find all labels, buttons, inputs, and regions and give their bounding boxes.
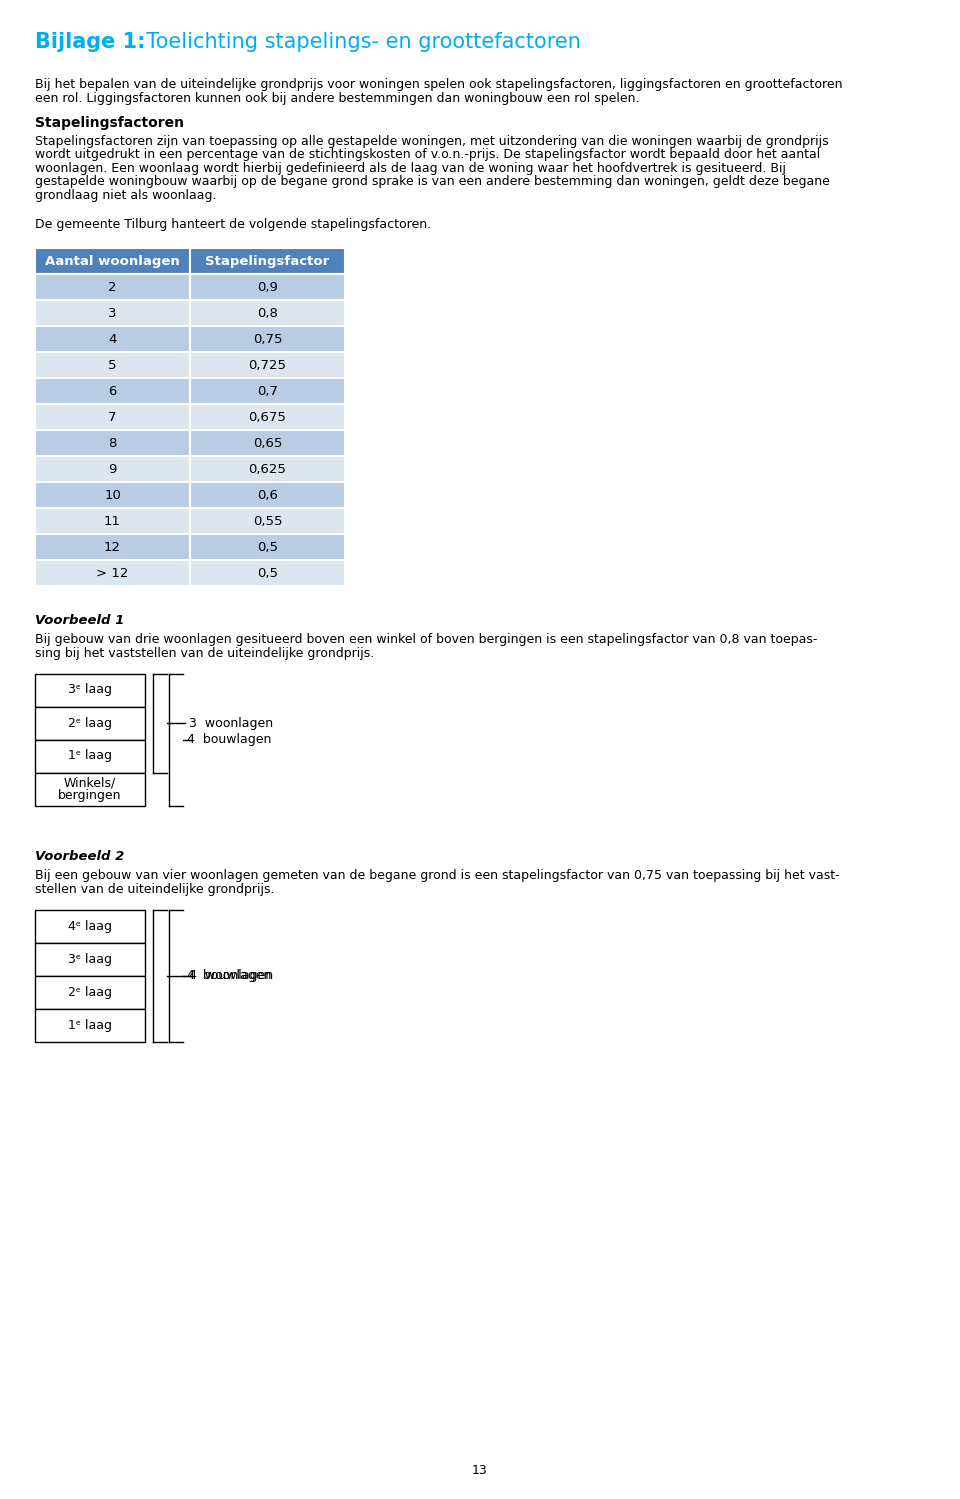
Text: 3  woonlagen: 3 woonlagen bbox=[189, 717, 274, 730]
Text: 0,65: 0,65 bbox=[252, 436, 282, 450]
Text: 4  woonlagen: 4 woonlagen bbox=[189, 970, 274, 982]
Text: Stapelingsfactoren zijn van toepassing op alle gestapelde woningen, met uitzonde: Stapelingsfactoren zijn van toepassing o… bbox=[35, 135, 828, 148]
Text: 1ᵉ laag: 1ᵉ laag bbox=[68, 1019, 112, 1031]
Bar bbox=[35, 910, 145, 943]
Bar bbox=[35, 673, 145, 706]
Text: 11: 11 bbox=[104, 514, 121, 528]
Text: 3ᵉ laag: 3ᵉ laag bbox=[68, 684, 112, 697]
Text: 4  bouwlagen: 4 bouwlagen bbox=[187, 970, 272, 982]
Text: De gemeente Tilburg hanteert de volgende stapelingsfactoren.: De gemeente Tilburg hanteert de volgende… bbox=[35, 219, 431, 231]
Text: 3: 3 bbox=[108, 307, 117, 319]
Bar bbox=[190, 508, 345, 534]
Text: 6: 6 bbox=[108, 385, 117, 397]
Text: Bijlage 1:: Bijlage 1: bbox=[35, 31, 146, 52]
Bar bbox=[190, 430, 345, 456]
Text: 13: 13 bbox=[472, 1463, 488, 1477]
Text: 0,7: 0,7 bbox=[257, 385, 278, 397]
Bar bbox=[35, 772, 145, 805]
Text: Stapelingsfactoren: Stapelingsfactoren bbox=[35, 115, 184, 130]
Text: 10: 10 bbox=[104, 489, 121, 502]
Bar bbox=[35, 352, 190, 378]
Text: 4  bouwlagen: 4 bouwlagen bbox=[187, 733, 272, 747]
Text: wordt uitgedrukt in een percentage van de stichtingskosten of v.o.n.-prijs. De s: wordt uitgedrukt in een percentage van d… bbox=[35, 148, 820, 162]
Text: 0,5: 0,5 bbox=[257, 541, 278, 553]
Text: 1ᵉ laag: 1ᵉ laag bbox=[68, 750, 112, 763]
Text: 7: 7 bbox=[108, 411, 117, 424]
Bar bbox=[35, 274, 190, 300]
Text: Winkels/: Winkels/ bbox=[64, 776, 116, 790]
Text: 0,625: 0,625 bbox=[249, 463, 286, 475]
Text: bergingen: bergingen bbox=[59, 788, 122, 802]
Text: 0,725: 0,725 bbox=[249, 358, 286, 372]
Bar bbox=[35, 405, 190, 430]
Text: > 12: > 12 bbox=[96, 567, 129, 580]
Bar bbox=[35, 508, 190, 534]
Text: woonlagen. Een woonlaag wordt hierbij gedefinieerd als de laag van de woning waa: woonlagen. Een woonlaag wordt hierbij ge… bbox=[35, 162, 786, 175]
Text: 2ᵉ laag: 2ᵉ laag bbox=[68, 986, 112, 998]
Bar bbox=[35, 739, 145, 772]
Text: Bij het bepalen van de uiteindelijke grondprijs voor woningen spelen ook stapeli: Bij het bepalen van de uiteindelijke gro… bbox=[35, 78, 843, 91]
Text: Stapelingsfactor: Stapelingsfactor bbox=[205, 255, 329, 268]
Bar bbox=[190, 534, 345, 561]
Text: Voorbeeld 1: Voorbeeld 1 bbox=[35, 615, 125, 627]
Bar bbox=[35, 976, 145, 1009]
Bar bbox=[35, 378, 190, 405]
Bar bbox=[35, 430, 190, 456]
Text: 3ᵉ laag: 3ᵉ laag bbox=[68, 953, 112, 965]
Bar bbox=[190, 561, 345, 586]
Text: 2ᵉ laag: 2ᵉ laag bbox=[68, 717, 112, 730]
Text: 0,8: 0,8 bbox=[257, 307, 278, 319]
Bar bbox=[190, 274, 345, 300]
Bar bbox=[35, 561, 190, 586]
Text: 12: 12 bbox=[104, 541, 121, 553]
Text: 2: 2 bbox=[108, 280, 117, 294]
Bar bbox=[190, 456, 345, 483]
Bar bbox=[35, 943, 145, 976]
Bar bbox=[190, 327, 345, 352]
Text: 0,75: 0,75 bbox=[252, 333, 282, 346]
Bar bbox=[190, 300, 345, 327]
Text: grondlaag niet als woonlaag.: grondlaag niet als woonlaag. bbox=[35, 189, 217, 202]
Text: Voorbeeld 2: Voorbeeld 2 bbox=[35, 850, 125, 863]
Bar bbox=[190, 378, 345, 405]
Bar bbox=[190, 249, 345, 274]
Bar bbox=[35, 300, 190, 327]
Text: Bij gebouw van drie woonlagen gesitueerd boven een winkel of boven bergingen is : Bij gebouw van drie woonlagen gesitueerd… bbox=[35, 633, 817, 646]
Text: 4ᵉ laag: 4ᵉ laag bbox=[68, 920, 112, 932]
Text: 0,675: 0,675 bbox=[249, 411, 286, 424]
Text: een rol. Liggingsfactoren kunnen ook bij andere bestemmingen dan woningbouw een : een rol. Liggingsfactoren kunnen ook bij… bbox=[35, 91, 639, 105]
Bar bbox=[35, 249, 190, 274]
Bar bbox=[35, 706, 145, 739]
Bar bbox=[35, 1009, 145, 1042]
Bar bbox=[190, 352, 345, 378]
Text: sing bij het vaststellen van de uiteindelijke grondprijs.: sing bij het vaststellen van de uiteinde… bbox=[35, 646, 374, 660]
Text: 0,9: 0,9 bbox=[257, 280, 278, 294]
Text: 9: 9 bbox=[108, 463, 117, 475]
Text: 5: 5 bbox=[108, 358, 117, 372]
Text: Aantal woonlagen: Aantal woonlagen bbox=[45, 255, 180, 268]
Bar bbox=[35, 327, 190, 352]
Text: Toelichting stapelings- en groottefactoren: Toelichting stapelings- en groottefactor… bbox=[133, 31, 581, 52]
Bar bbox=[35, 483, 190, 508]
Text: 0,5: 0,5 bbox=[257, 567, 278, 580]
Text: gestapelde woningbouw waarbij op de begane grond sprake is van een andere bestem: gestapelde woningbouw waarbij op de bega… bbox=[35, 175, 829, 189]
Bar bbox=[35, 456, 190, 483]
Text: Bij een gebouw van vier woonlagen gemeten van de begane grond is een stapelingsf: Bij een gebouw van vier woonlagen gemete… bbox=[35, 869, 840, 883]
Text: 0,6: 0,6 bbox=[257, 489, 278, 502]
Text: 0,55: 0,55 bbox=[252, 514, 282, 528]
Bar bbox=[190, 483, 345, 508]
Bar bbox=[190, 405, 345, 430]
Text: 4: 4 bbox=[108, 333, 117, 346]
Text: stellen van de uiteindelijke grondprijs.: stellen van de uiteindelijke grondprijs. bbox=[35, 883, 275, 896]
Text: 8: 8 bbox=[108, 436, 117, 450]
Bar bbox=[35, 534, 190, 561]
